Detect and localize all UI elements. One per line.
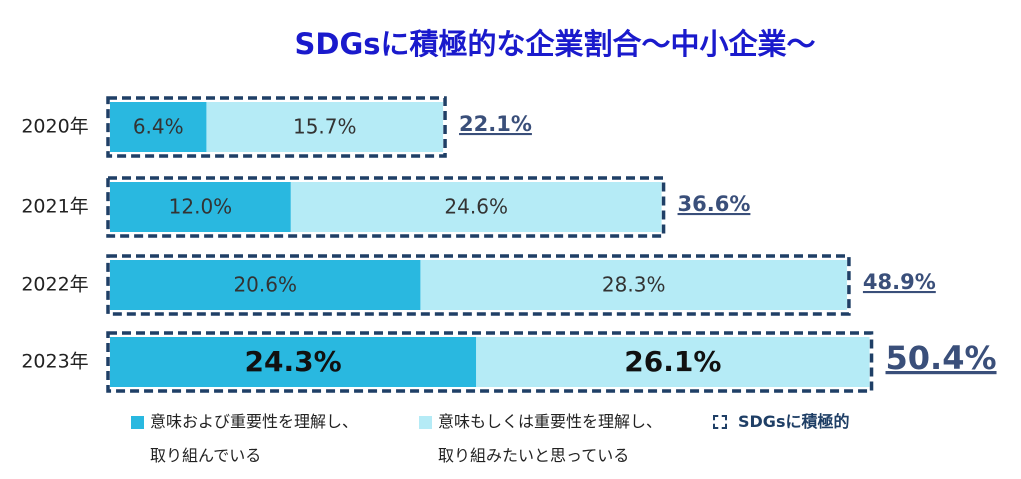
legend-label: SDGsに積極的 [738, 412, 850, 431]
bar-segment [420, 260, 847, 310]
total-box [106, 254, 851, 316]
value-label: 20.6% [233, 273, 297, 297]
total-label: 22.1% [459, 112, 532, 136]
bar-segment [290, 182, 662, 232]
bar-segment [206, 102, 444, 152]
chart-title: SDGsに積極的な企業割合～中小企業～ [294, 27, 815, 61]
value-label: 12.0% [169, 195, 233, 219]
value-label: 24.3% [245, 345, 342, 378]
total-label: 36.6% [678, 192, 751, 216]
bar-segment [110, 337, 477, 387]
legend-swatch [419, 416, 432, 429]
legend-swatch [131, 416, 144, 429]
bar-segment [110, 260, 421, 310]
total-box [106, 331, 874, 393]
value-label: 15.7% [293, 115, 357, 139]
value-label: 26.1% [624, 345, 721, 378]
y-tick-label: 2022年 [21, 274, 88, 296]
bar-segment [110, 102, 207, 152]
value-label: 28.3% [602, 273, 666, 297]
legend-label: 意味もしくは重要性を理解し、 取り組みたいと思っている [438, 412, 663, 465]
total-label: 48.9% [863, 270, 936, 294]
legend-label: 意味および重要性を理解し、 取り組んでいる [150, 412, 359, 465]
total-box [106, 176, 666, 238]
y-tick-label: 2021年 [21, 196, 88, 218]
total-box [106, 96, 447, 158]
value-label: 6.4% [133, 115, 184, 139]
bar-segment [476, 337, 870, 387]
bar-segment [110, 182, 291, 232]
y-tick-label: 2020年 [21, 116, 88, 138]
y-tick-label: 2023年 [21, 351, 88, 373]
legend-swatch [713, 415, 727, 429]
total-label: 50.4% [886, 339, 997, 377]
value-label: 24.6% [444, 195, 508, 219]
